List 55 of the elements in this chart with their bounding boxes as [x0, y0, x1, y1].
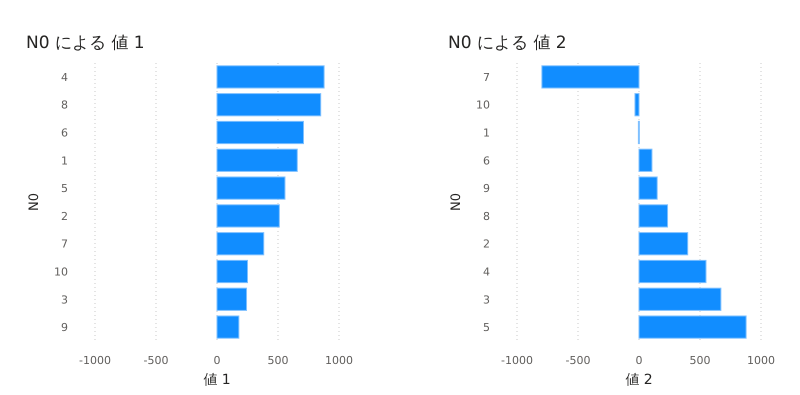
bar — [216, 288, 248, 311]
x-tick-label: -500 — [566, 354, 590, 367]
bar — [216, 260, 248, 284]
y-tick-label: 7 — [61, 238, 68, 251]
y-axis-title: N0 — [27, 193, 42, 211]
bar — [634, 93, 640, 116]
bar — [638, 176, 658, 200]
bar — [216, 148, 298, 172]
x-axis-title: 値 2 — [625, 372, 653, 388]
x-tick-label: -500 — [144, 354, 168, 367]
chart-title: N0 による 値 1 — [26, 33, 145, 53]
y-tick-label: 6 — [61, 126, 68, 140]
bar — [216, 204, 280, 228]
y-tick-label: 8 — [61, 98, 68, 112]
bar — [638, 288, 722, 311]
x-tick-label: 0 — [636, 354, 642, 367]
y-tick-label: 2 — [483, 238, 490, 251]
y-tick-label: 10 — [476, 98, 490, 112]
y-tick-label: 6 — [483, 154, 490, 168]
bar — [216, 65, 325, 89]
bar — [638, 232, 688, 256]
y-tick-label: 3 — [483, 293, 490, 306]
bar — [216, 120, 304, 144]
y-tick-label: 5 — [483, 321, 490, 334]
bar — [216, 315, 240, 339]
x-tick-label: 500 — [268, 354, 288, 367]
x-tick-label: -1000 — [79, 354, 111, 367]
y-axis-title: N0 — [449, 193, 464, 211]
chart-title: N0 による 値 2 — [448, 33, 567, 53]
y-tick-label: 7 — [483, 70, 490, 84]
y-tick-label: 4 — [61, 70, 68, 84]
y-tick-label: 2 — [61, 210, 68, 223]
y-tick-label: 9 — [61, 321, 68, 334]
x-tick-label: -1000 — [501, 354, 533, 367]
bar — [541, 65, 640, 89]
bar — [638, 204, 668, 228]
y-tick-label: 1 — [61, 154, 68, 168]
y-tick-label: 9 — [483, 182, 490, 196]
y-tick-label: 1 — [483, 126, 490, 140]
x-axis-title: 値 1 — [203, 372, 231, 388]
y-tick-label: 3 — [61, 293, 68, 306]
bar — [638, 315, 747, 339]
y-tick-label: 4 — [483, 266, 490, 278]
x-tick-label: 0 — [214, 354, 220, 367]
y-tick-label: 10 — [54, 266, 68, 278]
y-tick-label: 5 — [61, 182, 68, 196]
x-tick-label: 1000 — [747, 354, 775, 367]
x-tick-label: 500 — [690, 354, 710, 367]
x-tick-label: 1000 — [325, 354, 353, 367]
bar — [216, 93, 322, 116]
bar — [638, 260, 706, 284]
bar — [216, 176, 286, 200]
bar — [216, 232, 264, 256]
y-tick-label: 8 — [483, 210, 490, 223]
bar — [638, 148, 652, 172]
